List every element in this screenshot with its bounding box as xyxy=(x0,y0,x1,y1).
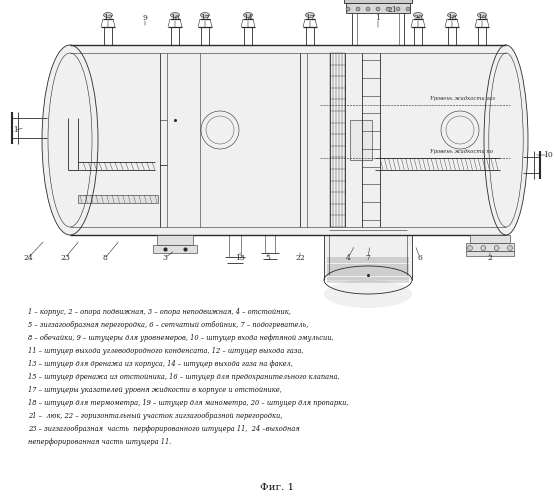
Text: 23: 23 xyxy=(60,254,70,262)
Text: 16: 16 xyxy=(170,14,180,22)
Text: Уровень жидкости газ: Уровень жидкости газ xyxy=(430,96,495,101)
Bar xyxy=(466,243,514,251)
Bar xyxy=(344,0,412,3)
Bar xyxy=(70,45,506,235)
Text: 21 –  люк, 22 – горизонтальный участок зигзагообразной перегородки,: 21 – люк, 22 – горизонтальный участок зи… xyxy=(28,412,283,420)
Bar xyxy=(346,3,410,13)
Text: 8: 8 xyxy=(102,254,107,262)
Ellipse shape xyxy=(346,7,350,11)
Text: 4: 4 xyxy=(346,254,351,262)
Text: неперфорированная часть штуцера 11.: неперфорированная часть штуцера 11. xyxy=(28,438,171,446)
Text: 11 – штуцер выхода углеводородного конденсата, 12 – штуцер выхода газа,: 11 – штуцер выхода углеводородного конде… xyxy=(28,347,304,355)
Text: 13 – штуцер для дренажа из корпуса, 14 – штуцер выхода газа на факел,: 13 – штуцер для дренажа из корпуса, 14 –… xyxy=(28,360,293,368)
Text: 17 – штуцеры указателей уровня жидкости в корпусе и отстойнике,: 17 – штуцеры указателей уровня жидкости … xyxy=(28,386,282,394)
Text: 17: 17 xyxy=(200,14,210,22)
Ellipse shape xyxy=(413,12,423,18)
Bar xyxy=(324,235,412,280)
Text: 18 – штуцер для термометра, 19 – штуцер для манометра, 20 – штуцер для пропарки,: 18 – штуцер для термометра, 19 – штуцер … xyxy=(28,399,348,407)
Text: 14: 14 xyxy=(243,14,253,22)
Text: 18: 18 xyxy=(447,14,457,22)
Text: 20: 20 xyxy=(413,14,423,22)
Ellipse shape xyxy=(244,12,253,18)
Bar xyxy=(350,120,372,160)
Text: 17: 17 xyxy=(305,14,315,22)
Text: 22: 22 xyxy=(295,254,305,262)
Text: Уровень жидкости по: Уровень жидкости по xyxy=(430,149,493,154)
Ellipse shape xyxy=(494,246,499,250)
Text: 12: 12 xyxy=(103,14,113,22)
Text: 13: 13 xyxy=(235,254,245,262)
Text: 24: 24 xyxy=(23,254,33,262)
Text: 10: 10 xyxy=(543,151,553,159)
Ellipse shape xyxy=(484,45,528,235)
Ellipse shape xyxy=(406,7,410,11)
Text: 8 – обечайки, 9 – штуцеры для уровнемеров, 10 – штуцер входа нефтяной эмульсии,: 8 – обечайки, 9 – штуцеры для уровнемеро… xyxy=(28,334,334,342)
Ellipse shape xyxy=(324,280,412,308)
Text: 7: 7 xyxy=(366,254,371,262)
Ellipse shape xyxy=(42,45,98,235)
Text: 3: 3 xyxy=(162,254,167,262)
Ellipse shape xyxy=(201,12,209,18)
Ellipse shape xyxy=(376,7,380,11)
Ellipse shape xyxy=(386,7,390,11)
Ellipse shape xyxy=(468,246,473,250)
Ellipse shape xyxy=(356,7,360,11)
Text: 1 – корпус, 2 – опора подвижная, 3 – опора неподвижная, 4 – отстойник,: 1 – корпус, 2 – опора подвижная, 3 – опо… xyxy=(28,308,291,316)
Text: 1: 1 xyxy=(376,14,381,22)
Ellipse shape xyxy=(366,7,370,11)
Text: 6: 6 xyxy=(418,254,423,262)
Bar xyxy=(466,251,514,256)
Text: 19: 19 xyxy=(477,14,487,22)
Bar xyxy=(470,235,510,243)
Ellipse shape xyxy=(448,12,456,18)
Bar xyxy=(157,235,193,245)
Text: 9: 9 xyxy=(142,14,147,22)
Text: 11: 11 xyxy=(9,126,19,134)
Text: Фиг. 1: Фиг. 1 xyxy=(260,483,294,492)
Text: 5 – зигзагообразная перегородка, 6 – сетчатый отбойник, 7 – подогреватель,: 5 – зигзагообразная перегородка, 6 – сет… xyxy=(28,321,309,329)
Text: 5: 5 xyxy=(265,254,270,262)
Bar xyxy=(78,195,158,203)
Text: 23 – зигзагообразная  часть  перфорированного штуцера 11,  24 –выходная: 23 – зигзагообразная часть перфорированн… xyxy=(28,425,300,433)
Text: 15 – штуцер дренажа из отстойника, 16 – штуцер для предохранительного клапана,: 15 – штуцер дренажа из отстойника, 16 – … xyxy=(28,373,340,381)
Ellipse shape xyxy=(171,12,179,18)
Ellipse shape xyxy=(396,7,400,11)
Ellipse shape xyxy=(481,246,486,250)
Ellipse shape xyxy=(305,12,315,18)
Ellipse shape xyxy=(104,12,112,18)
Ellipse shape xyxy=(478,12,486,18)
Text: 2: 2 xyxy=(488,254,493,262)
Bar xyxy=(153,245,197,253)
Ellipse shape xyxy=(507,246,512,250)
Text: 21: 21 xyxy=(387,6,397,14)
